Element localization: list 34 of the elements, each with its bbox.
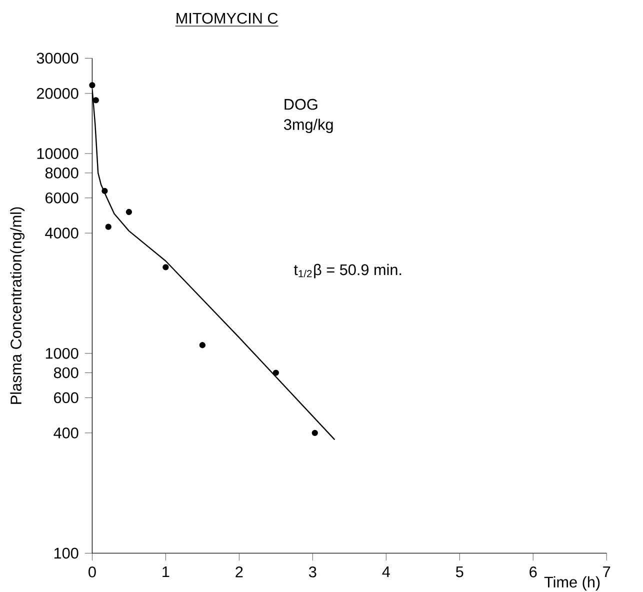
point [126, 208, 132, 216]
x-axis-title: Time (h) [544, 576, 600, 591]
y-tick-label: 10000 [37, 148, 78, 159]
y-tick-label: 1000 [46, 348, 78, 359]
y-tick-label: 8000 [45, 167, 78, 178]
annotation: t$_{1/2}$β = 50.9 min. [294, 264, 402, 278]
x-tick-label: 1 [162, 566, 170, 578]
annotation: DOG [284, 98, 318, 110]
y-axis-title: Plasma Concentration(ng/ml) [10, 207, 24, 404]
point [162, 264, 169, 270]
y-tick-label: 100 [54, 548, 78, 559]
point [199, 342, 206, 348]
y-tick-label: 30000 [36, 52, 78, 64]
x-tick-label: 5 [456, 566, 464, 578]
y-tick-label: 20000 [36, 88, 78, 99]
x-tick-label: 7 [603, 566, 610, 578]
annotation: 3mg/kg [284, 118, 333, 133]
chart-title: MITOMYCIN C [176, 12, 278, 24]
y-tick-label: 400 [54, 427, 78, 438]
point [312, 430, 318, 436]
x-tick-label: 3 [308, 566, 316, 578]
x-tick-label: 0 [88, 566, 96, 578]
y-tick-label: 6000 [46, 192, 78, 204]
y-tick-label: 4000 [45, 228, 78, 239]
y-tick-label: 600 [54, 392, 78, 404]
x-tick-label: 6 [530, 566, 537, 578]
point [89, 82, 96, 88]
point [92, 97, 99, 104]
x-tick-label: 2 [236, 566, 243, 578]
point [272, 370, 279, 376]
point [105, 224, 112, 230]
point [102, 188, 108, 194]
y-tick-label: 800 [54, 367, 78, 378]
x-tick-label: 4 [382, 566, 390, 578]
